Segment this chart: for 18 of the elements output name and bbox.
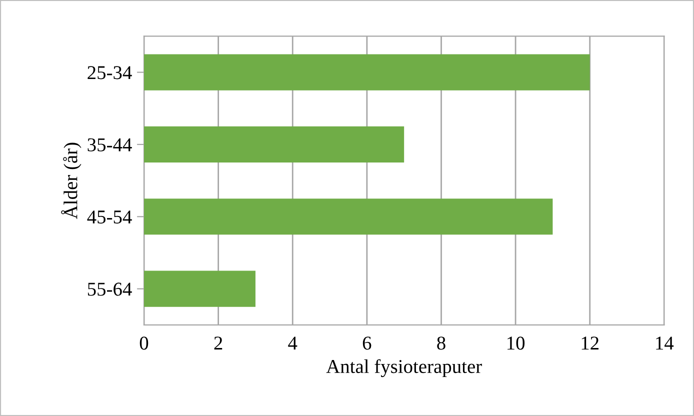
x-tick-label: 12 bbox=[582, 336, 598, 350]
y-tick-label: 55-64 bbox=[88, 282, 132, 296]
y-tick-label: 45-54 bbox=[87, 210, 132, 224]
x-tick-label: 2 bbox=[214, 336, 222, 350]
y-tick-label: 25-34 bbox=[88, 66, 132, 80]
x-tick-label: 14 bbox=[656, 336, 674, 350]
bar bbox=[144, 54, 590, 90]
x-tick-label: 6 bbox=[362, 336, 372, 350]
x-axis-title: Antal fysioteraputer bbox=[326, 359, 482, 378]
bar bbox=[144, 198, 553, 235]
bar bbox=[144, 270, 256, 307]
y-axis-title: Ålder (år) bbox=[61, 142, 82, 219]
x-tick-label: 10 bbox=[508, 336, 525, 350]
y-tick-label: 35-44 bbox=[88, 138, 132, 152]
bar bbox=[144, 126, 404, 162]
x-tick-label: 8 bbox=[437, 336, 446, 350]
x-tick-label: 4 bbox=[288, 336, 298, 350]
x-tick-label: 0 bbox=[140, 336, 148, 350]
